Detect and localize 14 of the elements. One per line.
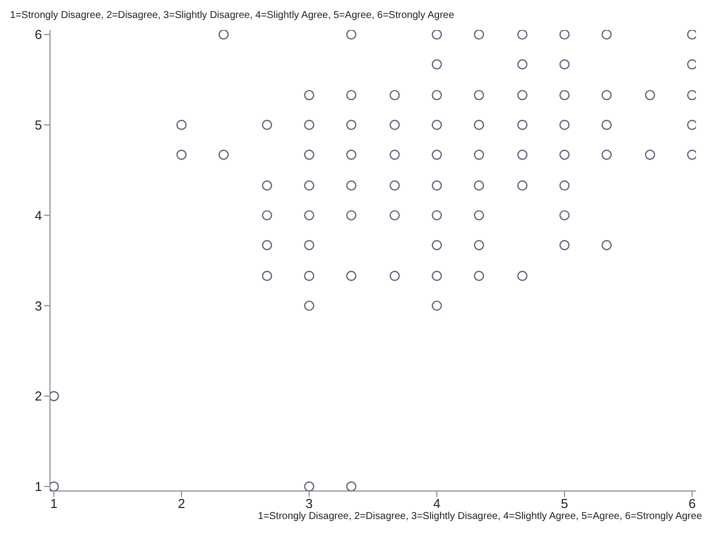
x-tick-label: 4 [433, 496, 440, 512]
y-axis-title: 1=Strongly Disagree, 2=Disagree, 3=Slightly Disagree, 4=Slightly Agree, 5=Agree, 6=Strongly Agree [10, 10, 454, 21]
x-tick-label: 1 [50, 496, 58, 512]
x-tick-label: 5 [560, 496, 568, 512]
y-tick-label: 1 [34, 479, 42, 494]
x-tick-label: 2 [178, 496, 186, 512]
y-tick-label: 2 [34, 388, 42, 404]
x-tick-label: 3 [306, 496, 313, 512]
x-tick-label: 6 [688, 496, 696, 512]
y-tick-label: 5 [34, 118, 42, 133]
y-tick-label: 6 [34, 27, 42, 42]
y-tick-label: 3 [34, 298, 42, 314]
y-tick-label: 4 [34, 208, 42, 223]
x-axis-title: 1=Strongly Disagree, 2=Disagree, 3=Slightly Disagree, 4=Slightly Agree, 5=Agree, 6=Strongly Agree [258, 511, 702, 522]
